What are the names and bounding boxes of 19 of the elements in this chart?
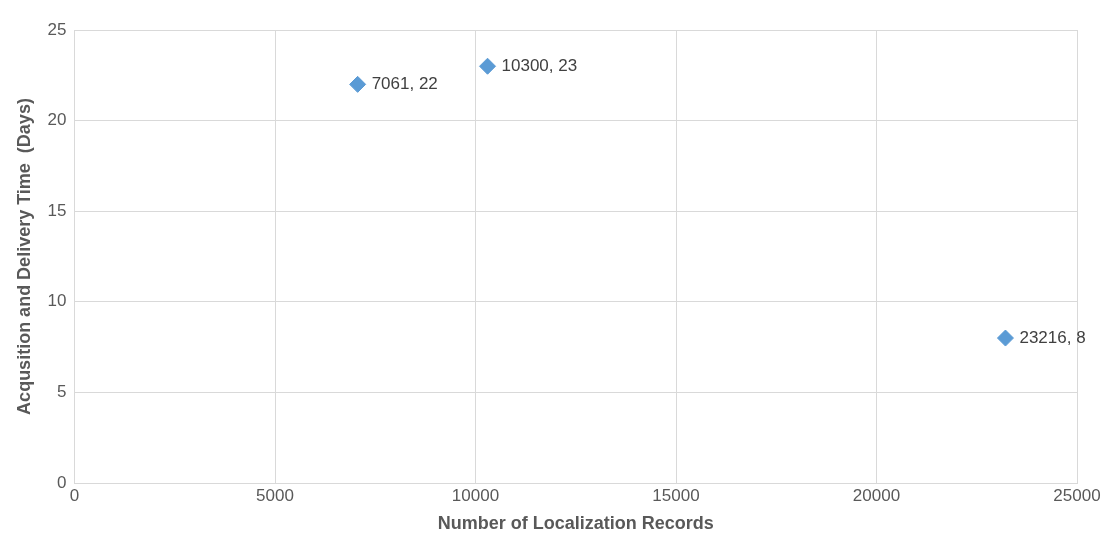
x-tick-label: 10000 [451, 485, 500, 505]
y-tick-label: 25 [47, 19, 67, 39]
y-tick-label: 20 [47, 110, 67, 130]
data-label: 23216, 8 [1019, 327, 1086, 347]
point [479, 57, 497, 75]
y-tick-label: 0 [57, 472, 67, 492]
y-tick-label: 10 [47, 291, 67, 311]
y-tick-label: 15 [47, 200, 67, 220]
x-tick-label: 20000 [852, 485, 901, 505]
x-tick-label: 15000 [652, 485, 700, 505]
x-tick-label: 25000 [1053, 485, 1101, 505]
data-label: 7061, 22 [371, 74, 438, 94]
data-label: 10300, 23 [501, 55, 578, 75]
y-tick-label: 5 [57, 382, 67, 402]
point [996, 329, 1014, 347]
y-axis-title: Acqusition and Delivery Time (Days) [13, 98, 34, 415]
x-axis-title: Number of Localization Records [437, 513, 714, 534]
point [349, 75, 367, 93]
x-tick-label: 5000 [256, 485, 294, 505]
